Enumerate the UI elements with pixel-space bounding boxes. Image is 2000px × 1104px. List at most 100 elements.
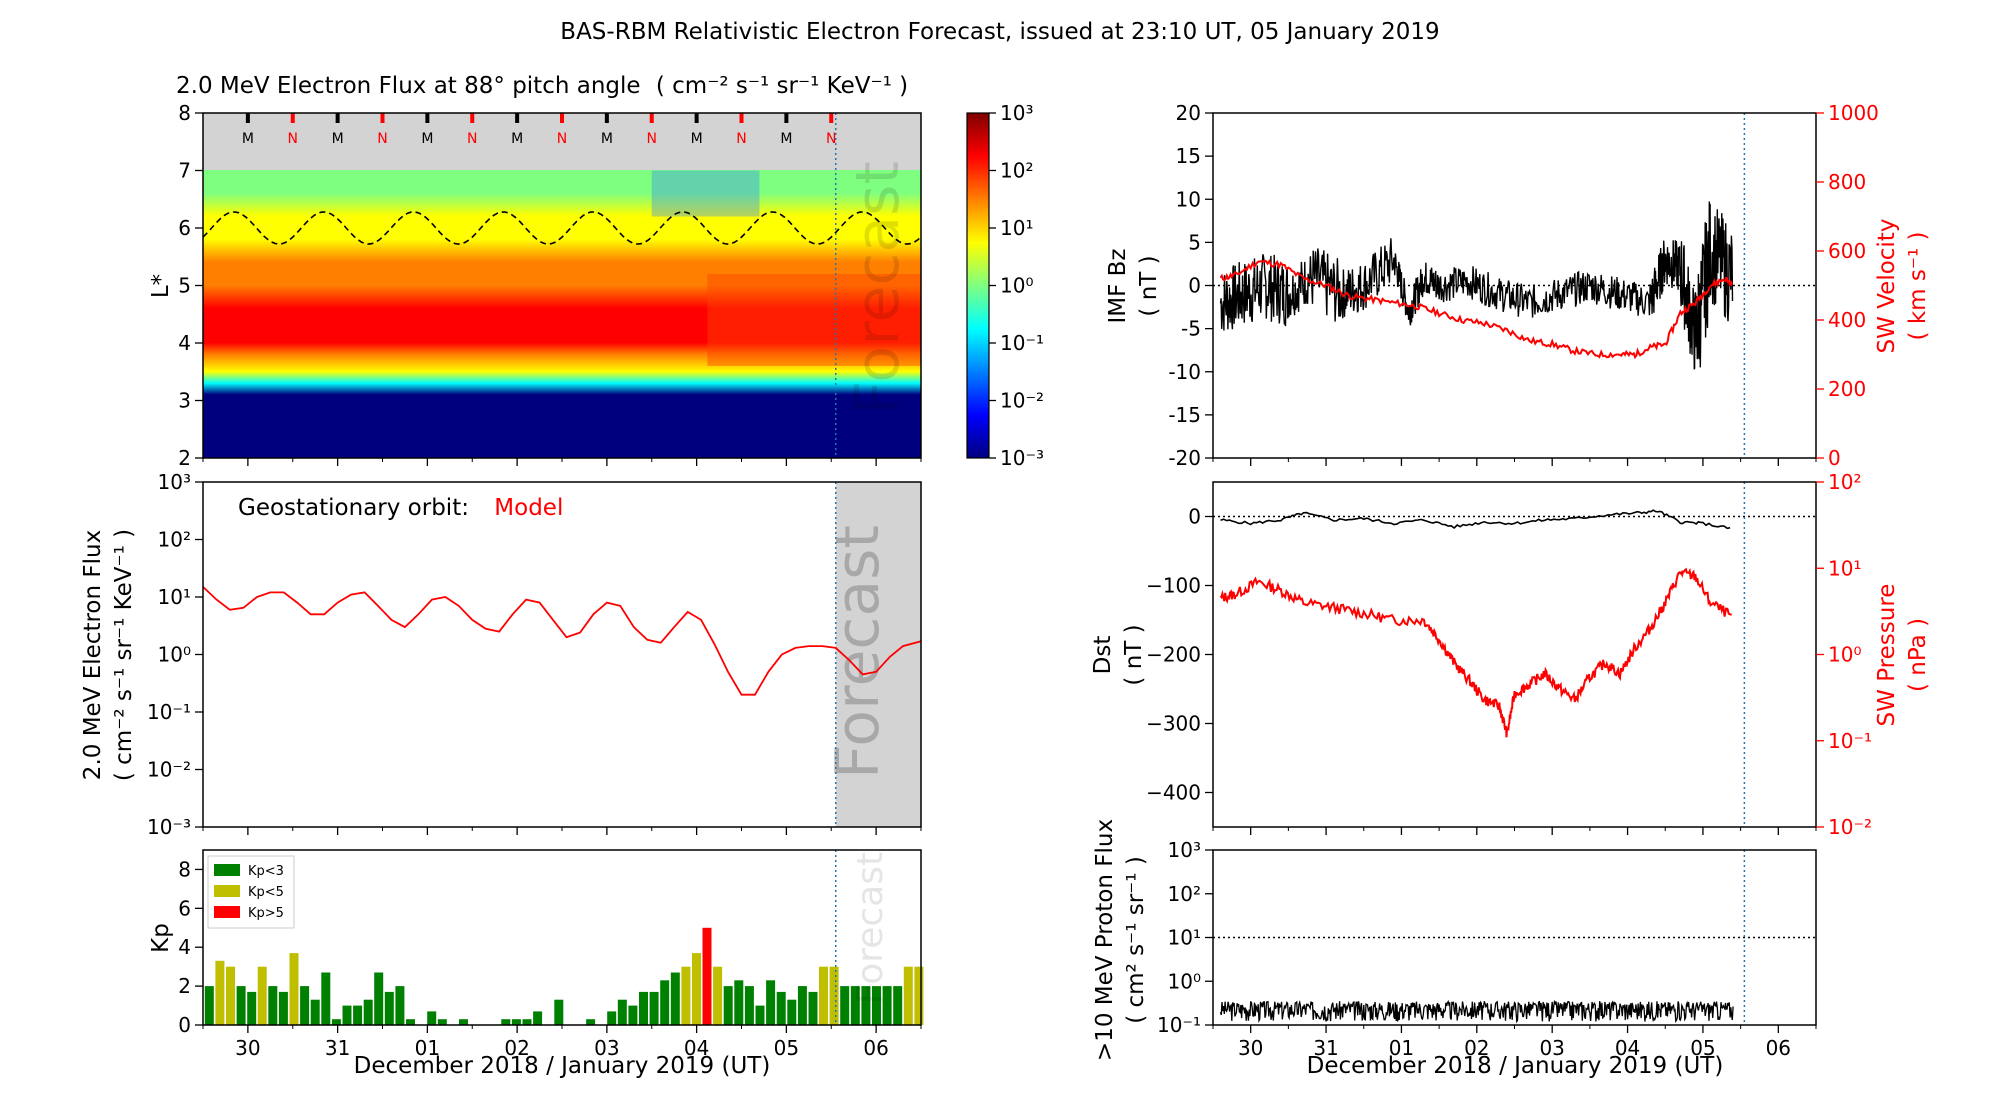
kp-legend-swatch <box>214 864 240 876</box>
x-tick-label: 30 <box>235 1036 260 1060</box>
colorbar-tick-label: 10⁻³ <box>1000 446 1044 470</box>
proton-y-ticks: 10⁻¹ 10⁰ 10¹ 10² 10³ <box>1157 838 1213 1037</box>
kp-bar <box>861 986 871 1025</box>
y-tick-label: -15 <box>1168 403 1201 427</box>
kp-bar <box>734 980 744 1025</box>
geo-ylabel-units: ( cm⁻² s⁻¹ sr⁻¹ KeV⁻¹ ) <box>111 529 137 781</box>
x-tick-label: 03 <box>594 1036 619 1060</box>
kp-bar <box>628 1005 638 1025</box>
orbit-mark-label: M <box>780 131 792 147</box>
y-tick-label: 10¹ <box>1168 926 1201 950</box>
kp-bar <box>586 1019 596 1025</box>
kp-bar <box>893 986 903 1025</box>
geo-flux-series <box>202 586 922 696</box>
y-tick-label: 20 <box>1176 101 1201 125</box>
geo-forecast-shade <box>835 482 921 827</box>
kp-legend-label: Kp<5 <box>248 885 284 900</box>
y2-tick-label: 600 <box>1828 239 1866 263</box>
kp-legend-label: Kp>5 <box>248 906 284 921</box>
y-tick-label: -10 <box>1168 360 1201 384</box>
y-tick-label: 5 <box>178 274 191 298</box>
colorbar-tick-label: 10² <box>1000 159 1033 183</box>
x-tick-label: 04 <box>1615 1036 1640 1060</box>
orbit-mark-tick <box>694 113 699 123</box>
colorbar-tick-label: 10⁻² <box>1000 389 1044 413</box>
heatmap-field <box>203 170 921 458</box>
kp-legend-label: Kp<3 <box>248 864 284 879</box>
kp-bar <box>522 1019 532 1025</box>
y-tick-label: 10² <box>158 528 191 552</box>
sw-velocity-series <box>1219 258 1734 360</box>
heatmap-enhanced-region <box>707 274 921 366</box>
orbit-mark-tick <box>335 113 340 123</box>
colorbar-tick-label: 10⁰ <box>1000 274 1033 298</box>
orbit-mark-label: M <box>511 131 523 147</box>
kp-bar <box>617 999 627 1025</box>
y-tick-label: 10³ <box>158 470 191 494</box>
heatmap-overlay <box>651 170 921 366</box>
kp-bar <box>639 991 648 1025</box>
kp-bar <box>903 966 913 1025</box>
kp-bar <box>723 986 733 1025</box>
sw-pressure-label: SW Pressure <box>1874 584 1900 727</box>
kp-bars <box>204 927 924 1025</box>
kp-bar <box>247 991 257 1025</box>
heatmap-dropout-region <box>651 170 760 217</box>
orbit-mark-label: N <box>557 131 567 147</box>
imf-panel: -20 -15 -10 -5 0 5 10 15 20 0 200 400 600 800 1000 IM… <box>1105 101 1931 470</box>
x-tick-label: 05 <box>1690 1036 1715 1060</box>
kp-bar <box>850 986 860 1025</box>
kp-bar <box>459 1019 468 1025</box>
orbit-mark-label: M <box>242 131 254 147</box>
proton-x-ticks: 30 31 01 02 03 04 05 06 <box>1212 1025 1817 1060</box>
y2-tick-label: 10⁻² <box>1828 815 1872 839</box>
y-tick-label: −400 <box>1146 781 1201 805</box>
geo-annotation: Geostationary orbit: Model <box>238 495 563 521</box>
kp-bar <box>427 1011 437 1025</box>
y-tick-label: 8 <box>178 857 191 881</box>
sw-velocity-label: SW Velocity <box>1874 219 1900 354</box>
y-tick-label: 10¹ <box>158 585 191 609</box>
proton-flux-series <box>1219 999 1734 1024</box>
y-tick-label: 15 <box>1176 144 1201 168</box>
kp-bar <box>914 966 924 1025</box>
suptitle: BAS-RBM Relativistic Electron Forecast, … <box>560 19 1439 45</box>
orbit-mark-label: N <box>467 131 477 147</box>
x-tick-label: 30 <box>1238 1036 1263 1060</box>
y-tick-label: 5 <box>1188 230 1201 254</box>
dst-x-ticks <box>1212 827 1817 835</box>
kp-bar <box>406 1019 415 1025</box>
orbit-mark-tick <box>515 113 520 123</box>
y2-tick-label: 0 <box>1828 446 1841 470</box>
y-tick-label: −100 <box>1146 574 1201 598</box>
kp-bar <box>554 999 564 1025</box>
sw-pressure-series <box>1219 567 1732 738</box>
imf-y-ticks: -20 -15 -10 -5 0 5 10 15 20 <box>1168 101 1213 470</box>
geo-ylabel: 2.0 MeV Electron Flux <box>80 530 106 780</box>
y-tick-label: 4 <box>178 331 191 355</box>
kp-bar <box>797 986 807 1025</box>
y2-tick-label: 10¹ <box>1828 556 1861 580</box>
kp-bar <box>819 966 828 1025</box>
kp-x-ticks: 30 31 01 02 03 04 05 06 <box>202 1025 922 1060</box>
x-tick-label: 01 <box>415 1036 440 1060</box>
imf-ylabel-units: ( nT ) <box>1136 255 1162 316</box>
x-tick-label: 04 <box>684 1036 709 1060</box>
orbit-mark-tick <box>470 113 475 123</box>
colorbar-ticks: 10⁻³ 10⁻² 10⁻¹ 10⁰ 10¹ 10² 10³ <box>989 101 1044 470</box>
kp-bar <box>257 966 267 1025</box>
imf-ylabel: IMF Bz <box>1105 248 1131 323</box>
kp-bar <box>744 986 754 1025</box>
kp-bar <box>808 991 818 1025</box>
y-tick-label: 7 <box>178 159 191 183</box>
proton-ylabel-units: ( cm² s⁻¹ sr⁻¹ ) <box>1123 856 1149 1024</box>
x-tick-label: 05 <box>774 1036 799 1060</box>
kp-bar <box>607 1011 617 1025</box>
y-tick-label: 10⁻³ <box>147 815 191 839</box>
y-tick-label: 3 <box>178 389 191 413</box>
kp-bar <box>533 1011 543 1025</box>
kp-bar <box>437 1019 447 1025</box>
